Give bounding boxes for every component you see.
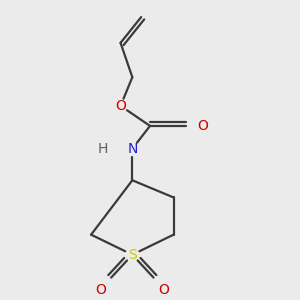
Text: O: O: [115, 99, 126, 113]
Text: S: S: [128, 248, 137, 262]
Text: O: O: [198, 119, 208, 133]
Text: H: H: [98, 142, 108, 156]
Text: O: O: [159, 284, 170, 298]
Text: O: O: [95, 284, 106, 298]
Text: N: N: [127, 142, 137, 156]
